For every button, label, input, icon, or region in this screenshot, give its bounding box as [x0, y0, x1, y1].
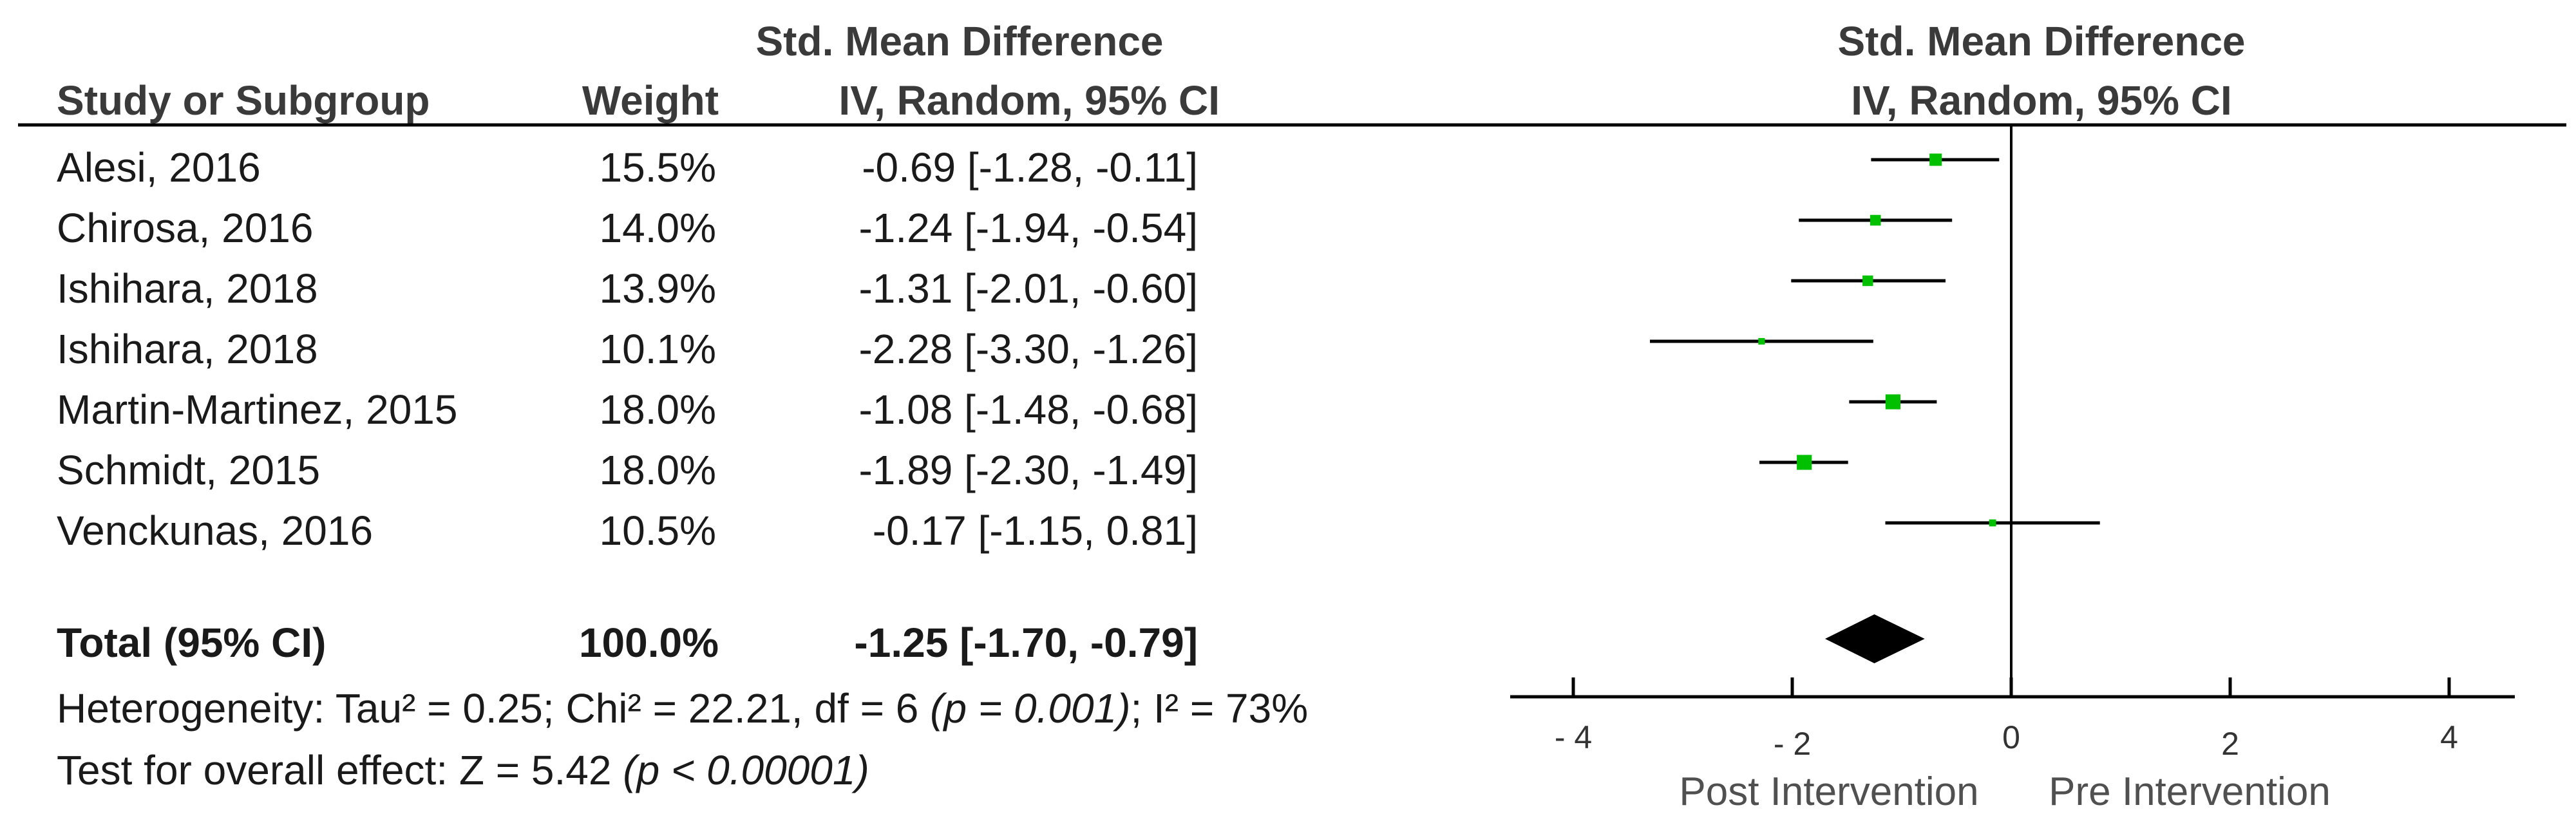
study-name: Martin-Martinez, 2015 [57, 386, 458, 433]
study-weight: 13.9% [599, 265, 716, 312]
study-name: Alesi, 2016 [57, 144, 261, 191]
plot-title: Std. Mean Difference [1837, 18, 2246, 64]
favours-right-label: Pre Intervention [2049, 770, 2331, 814]
study-ci: -1.08 [-1.48, -0.68] [858, 386, 1198, 433]
heterogeneity-p: (p = 0.001) [930, 685, 1131, 732]
x-tick-label: 0 [2002, 719, 2020, 755]
heterogeneity-text: Heterogeneity: Tau² = 0.25; Chi² = 22.21… [57, 688, 1308, 729]
smd-column-title: Std. Mean Difference [755, 18, 1164, 64]
heterogeneity-suffix: ; I² = 73% [1130, 685, 1309, 732]
effect-marker [1758, 337, 1765, 345]
effect-marker [1885, 394, 1900, 410]
study-ci: -0.69 [-1.28, -0.11] [862, 144, 1198, 191]
study-name: Ishihara, 2018 [57, 326, 318, 372]
effect-marker [1929, 153, 1942, 166]
heterogeneity-prefix: Heterogeneity: Tau² = 0.25; Chi² = 22.21… [57, 685, 931, 732]
total-label: Total (95% CI) [57, 619, 327, 666]
study-name: Chirosa, 2016 [57, 205, 314, 251]
study-ci: -1.24 [-1.94, -0.54] [858, 205, 1198, 251]
favours-left-label: Post Intervention [1679, 770, 1978, 814]
plot-subtitle: IV, Random, 95% CI [1851, 77, 2232, 124]
x-tick-label: 4 [2440, 719, 2458, 755]
total-ci: -1.25 [-1.70, -0.79] [854, 619, 1198, 666]
x-tick-label: - 4 [1555, 719, 1592, 755]
effect-marker [1870, 214, 1881, 226]
study-name: Schmidt, 2015 [57, 447, 321, 493]
study-weight: 18.0% [599, 447, 716, 493]
overall-effect-text: Test for overall effect: Z = 5.42 (p < 0… [57, 750, 869, 791]
effect-marker [1862, 275, 1873, 287]
overall-effect-p: (p < 0.00001) [623, 747, 869, 793]
study-weight: 15.5% [599, 144, 716, 191]
x-tick-label: - 2 [1774, 726, 1811, 762]
effect-marker [1989, 519, 1996, 527]
pooled-diamond [1825, 614, 1925, 663]
study-ci: -0.17 [-1.15, 0.81] [872, 507, 1198, 554]
study-weight: 10.1% [599, 326, 716, 372]
study-ci: -1.89 [-2.30, -1.49] [858, 447, 1198, 493]
x-tick-label: 2 [2221, 726, 2239, 762]
study-name: Ishihara, 2018 [57, 265, 318, 312]
study-ci: -2.28 [-3.30, -1.26] [858, 326, 1198, 372]
study-weight: 18.0% [599, 386, 716, 433]
study-ci: -1.31 [-2.01, -0.60] [858, 265, 1198, 312]
study-column-header: Study or Subgroup [57, 77, 430, 124]
total-weight: 100.0% [578, 619, 719, 666]
weight-column-header: Weight [582, 77, 719, 124]
overall-effect-prefix: Test for overall effect: Z = 5.42 [57, 747, 623, 793]
study-name: Venckunas, 2016 [57, 507, 374, 554]
study-weight: 10.5% [599, 507, 716, 554]
ci-column-header: IV, Random, 95% CI [838, 77, 1220, 124]
study-weight: 14.0% [599, 205, 716, 251]
effect-marker [1797, 455, 1812, 470]
